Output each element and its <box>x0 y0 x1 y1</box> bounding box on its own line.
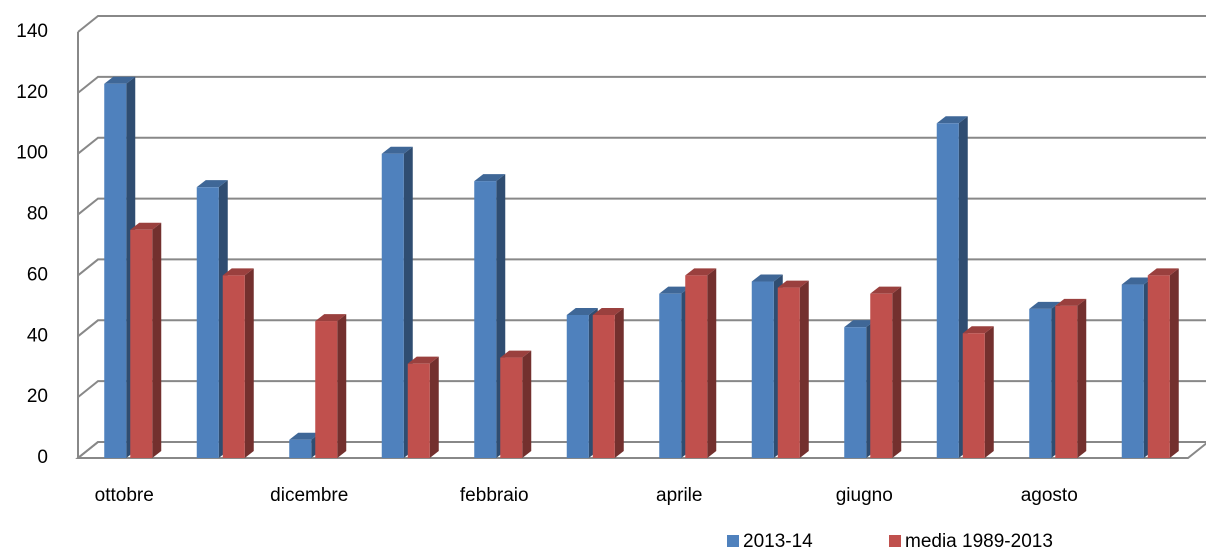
y-tick-label: 0 <box>37 447 48 468</box>
grid-line <box>77 136 1206 155</box>
bar <box>1029 308 1052 458</box>
bar-top <box>381 146 413 154</box>
bar-top <box>592 307 624 315</box>
bar <box>685 275 708 458</box>
bar-side <box>614 307 624 458</box>
bar <box>222 275 245 458</box>
bar-side <box>707 268 717 458</box>
bar-top <box>407 356 439 364</box>
bar <box>566 314 589 458</box>
grid-line <box>77 197 1206 216</box>
y-tick-label: 20 <box>27 386 48 407</box>
bar <box>870 293 893 458</box>
bar-top <box>685 268 717 276</box>
bar-top <box>1147 268 1179 276</box>
bar-top <box>104 76 136 84</box>
y-tick-label: 40 <box>27 325 48 346</box>
bar-top <box>222 268 254 276</box>
bar <box>936 123 959 459</box>
bar <box>196 187 219 458</box>
bar <box>1055 305 1078 458</box>
bar <box>474 181 497 458</box>
grid-line <box>77 380 1206 398</box>
bar <box>659 293 682 458</box>
x-tick-label: giugno <box>836 485 893 506</box>
bar-side <box>799 280 809 458</box>
legend-label: 2013-14 <box>743 531 813 550</box>
x-tick-label: ottobre <box>95 485 154 506</box>
bar <box>104 83 127 458</box>
bar-side <box>1169 268 1179 458</box>
bar-side <box>429 356 439 458</box>
y-tick-label: 100 <box>16 143 48 164</box>
y-tick-label: 60 <box>27 264 48 285</box>
grid-line <box>77 15 1206 33</box>
bar-top <box>777 280 809 288</box>
grid-line <box>77 319 1206 338</box>
bar-top <box>844 320 876 328</box>
bar <box>777 287 800 458</box>
bar <box>130 229 153 458</box>
bar-side <box>522 350 532 458</box>
x-tick-label: agosto <box>1021 485 1078 506</box>
bar <box>1147 275 1170 458</box>
bar-top <box>1055 298 1087 306</box>
bar-side <box>984 326 994 458</box>
bar-side <box>892 286 902 458</box>
bar-top <box>289 432 321 440</box>
bar <box>289 439 312 458</box>
bar <box>1121 284 1144 458</box>
bar-top <box>659 286 691 294</box>
grid-line <box>77 441 1206 459</box>
bar <box>751 281 774 458</box>
bar-side <box>1077 298 1087 458</box>
bar-side <box>152 222 162 458</box>
x-tick-label: febbraio <box>460 485 529 506</box>
legend-label: media 1989-2013 <box>905 531 1053 550</box>
grid-line <box>77 75 1206 94</box>
bar-top <box>500 350 532 358</box>
bar-top <box>936 116 968 124</box>
bar <box>315 321 338 458</box>
bar <box>844 327 867 458</box>
y-tick-label: 120 <box>16 82 48 103</box>
bar <box>381 153 404 458</box>
bar-side <box>244 268 254 458</box>
bar-top <box>196 180 228 188</box>
bar-top <box>130 222 162 230</box>
bar-top <box>870 286 902 294</box>
bar-top <box>315 314 347 322</box>
legend-swatch <box>889 535 901 547</box>
bar <box>500 357 523 458</box>
bar-top <box>962 326 994 334</box>
bar-top <box>1121 277 1153 285</box>
bar-top <box>751 274 783 282</box>
bar-side <box>337 314 347 458</box>
bar-top <box>566 307 598 315</box>
y-tick-label: 80 <box>27 204 48 225</box>
x-tick-label: aprile <box>656 485 702 506</box>
legend-swatch <box>727 535 739 547</box>
grid-line <box>77 258 1206 277</box>
bar <box>962 333 985 458</box>
x-tick-label: dicembre <box>270 485 348 506</box>
bar <box>592 314 615 458</box>
bar <box>407 363 430 458</box>
y-tick-label: 140 <box>16 21 48 42</box>
bar-top <box>1029 301 1061 309</box>
bar-top <box>474 174 506 182</box>
